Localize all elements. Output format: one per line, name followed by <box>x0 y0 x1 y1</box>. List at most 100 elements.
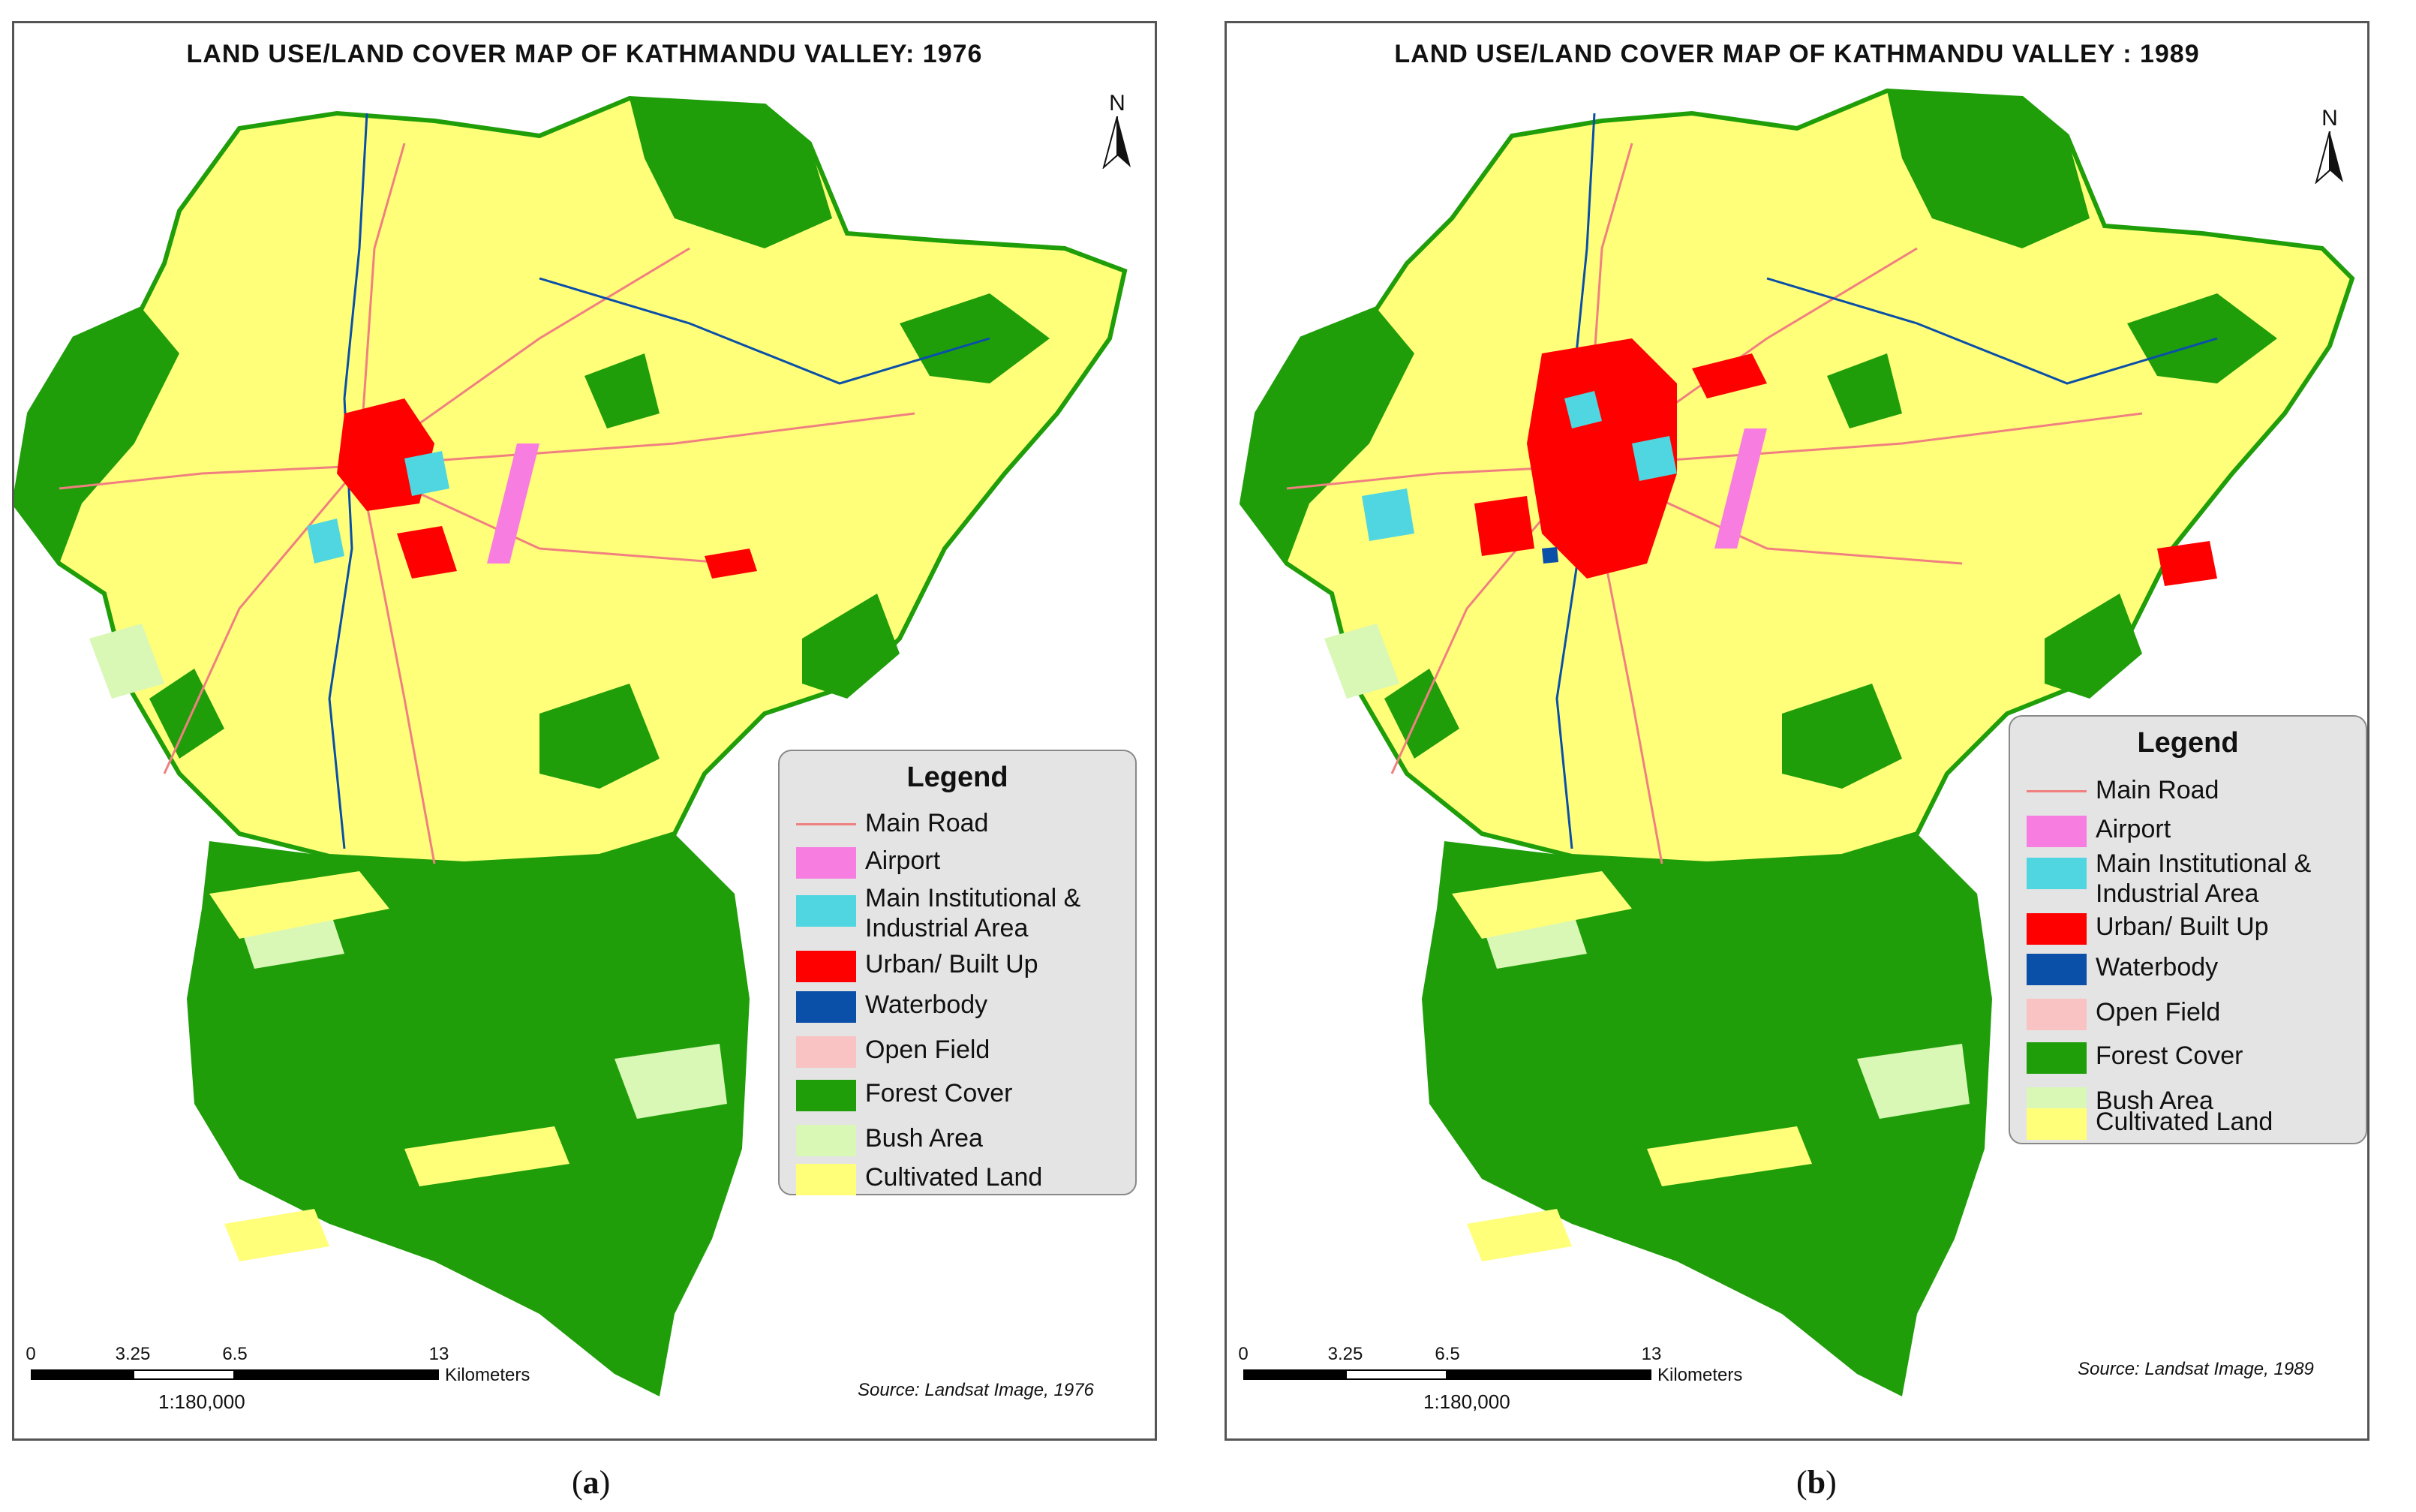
swatch <box>796 895 856 927</box>
forest-patch <box>14 308 179 564</box>
urban-patch <box>705 549 757 579</box>
panel-caption-a: (a) <box>572 1464 611 1501</box>
legend-label: Cultivated Land <box>865 1163 1043 1192</box>
legend-item-waterbody: Waterbody <box>2027 951 2357 985</box>
airport <box>1714 428 1767 549</box>
map-source: Source: Landsat Image, 1976 <box>858 1380 1094 1400</box>
legend-title: Legend <box>906 762 1008 793</box>
forest-patch <box>1887 91 2090 248</box>
forest-patch <box>802 594 900 699</box>
legend-label: Waterbody <box>865 990 988 1019</box>
legend-label: Bush Area <box>2096 1087 2213 1115</box>
map-title: LAND USE/LAND COVER MAP OF KATHMANDU VAL… <box>186 40 983 68</box>
map-panel-1976: LAND USE/LAND COVER MAP OF KATHMANDU VAL… <box>12 21 1157 1441</box>
swatch <box>796 1125 856 1156</box>
scale-unit: Kilometers <box>445 1365 530 1385</box>
legend-label: Forest Cover <box>2096 1042 2243 1070</box>
legend-item-cultivated: Cultivated Land <box>796 1161 1126 1195</box>
legend-item-urban: Urban/ Built Up <box>796 948 1126 982</box>
valley-map <box>14 95 1128 1396</box>
institutional-patch <box>1362 488 1414 541</box>
legend-label: Bush Area <box>865 1124 983 1153</box>
bush-patch <box>1324 624 1399 699</box>
legend-label: Urban/ Built Up <box>2096 912 2269 941</box>
swatch <box>2027 954 2087 985</box>
legend-label: Airport <box>865 846 941 875</box>
scale-segment <box>1243 1369 1345 1380</box>
map-source: Source: Landsat Image, 1989 <box>2078 1359 2314 1379</box>
institutional-patch <box>1564 391 1602 428</box>
map-title: LAND USE/LAND COVER MAP OF KATHMANDU VAL… <box>1394 40 2200 68</box>
forest-patch <box>539 684 660 789</box>
forest-patch <box>2045 594 2142 699</box>
legend-label: Cultivated Land <box>2096 1108 2273 1136</box>
legend-label: Airport <box>2096 815 2171 843</box>
legend-item-waterbody: Waterbody <box>796 988 1126 1023</box>
cultivated-patch <box>224 1209 329 1261</box>
scale-segment <box>133 1369 235 1380</box>
forest-patch <box>149 669 224 759</box>
legend-title: Legend <box>2137 727 2239 759</box>
scale-ratio: 1:180,000 <box>1423 1390 1510 1413</box>
swatch <box>2027 790 2087 792</box>
scale-tick: 13 <box>428 1344 449 1364</box>
cultivated-patch <box>209 871 389 939</box>
valley-map <box>1239 88 2355 1396</box>
scale-tick: 0 <box>1238 1344 1249 1364</box>
scale-segment <box>31 1369 133 1380</box>
north-arrow-icon <box>1102 116 1131 170</box>
waterbody-patch <box>1542 547 1558 564</box>
institutional-patch <box>404 451 449 496</box>
north-arrow-icon <box>2315 131 2343 185</box>
scale-segment <box>1345 1369 1447 1380</box>
legend-label: Open Field <box>865 1036 990 1064</box>
panel-caption-b: (b) <box>1796 1464 1837 1501</box>
caption-letter: b <box>1807 1464 1826 1501</box>
map-legend: Legend Main Road Airport Main Institutio… <box>778 750 1137 1195</box>
legend-label: Main Institutional & Industrial Area <box>2096 849 2312 908</box>
forest-patch <box>630 98 832 248</box>
scale-tick: 0 <box>26 1344 36 1364</box>
bush-patch <box>615 1044 727 1119</box>
swatch <box>796 847 856 879</box>
swatch <box>796 1036 856 1068</box>
scale-tick: 3.25 <box>115 1344 151 1364</box>
swatch <box>796 951 856 982</box>
cultivated-patch <box>404 1126 569 1186</box>
map-panel-1989: LAND USE/LAND COVER MAP OF KATHMANDU VAL… <box>1225 21 2369 1441</box>
cultivated-patch <box>1452 871 1632 939</box>
legend-label: Main Road <box>865 809 989 837</box>
legend-label: Open Field <box>2096 998 2221 1027</box>
urban-patch <box>1692 353 1767 398</box>
valley-south-area <box>187 834 750 1396</box>
swatch <box>796 991 856 1023</box>
legend-item-forest: Forest Cover <box>2027 1039 2357 1074</box>
forest-patch <box>584 353 660 428</box>
swatch <box>796 1164 856 1195</box>
legend-item-cultivated: Cultivated Land <box>2027 1105 2357 1140</box>
scale-segment <box>1447 1369 1651 1380</box>
caption-letter: a <box>582 1464 599 1501</box>
scale-unit: Kilometers <box>1657 1365 1743 1385</box>
legend-label: Main Road <box>2096 776 2219 804</box>
legend-label: Urban/ Built Up <box>865 950 1038 978</box>
scale-bar: 0 3.25 6.5 13 Kilometers 1:180,000 <box>26 1344 556 1426</box>
bush-patch <box>1857 1044 1970 1119</box>
scale-bar: 0 3.25 6.5 13 Kilometers 1:180,000 <box>1238 1344 1768 1426</box>
scale-tick: 6.5 <box>1435 1344 1460 1364</box>
swatch <box>2027 999 2087 1030</box>
forest-patch <box>1242 308 1414 564</box>
scale-tick: 6.5 <box>222 1344 248 1364</box>
swatch <box>2027 1108 2087 1140</box>
institutional-patch <box>1632 436 1677 481</box>
north-arrow: N <box>2307 106 2352 188</box>
airport <box>487 443 539 564</box>
legend-label: Main Institutional & Industrial Area <box>865 884 1081 942</box>
forest-patch <box>1384 669 1459 759</box>
legend-item-main-road: Main Road <box>2027 774 2357 807</box>
institutional-patch <box>307 519 344 564</box>
scale-segment <box>235 1369 439 1380</box>
legend-item-institutional: Main Institutional & Industrial Area <box>796 882 1126 942</box>
forest-patch <box>1782 684 1902 789</box>
urban-patch <box>1474 496 1534 556</box>
